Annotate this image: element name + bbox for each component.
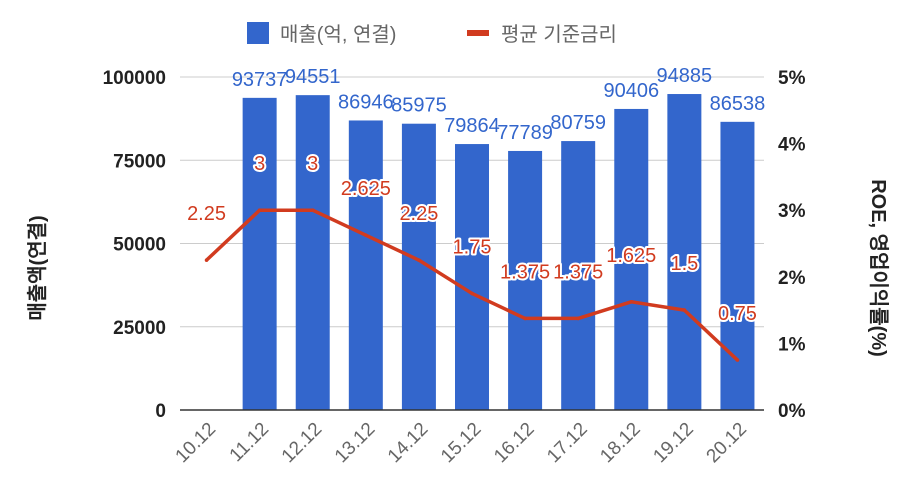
x-tick-label: 20.12 xyxy=(703,419,751,467)
y-right-tick-label: 4% xyxy=(778,135,806,156)
y-right-axis-title: ROE, 영업이익률(%) xyxy=(867,179,890,357)
line-point xyxy=(682,308,687,312)
legend-bar-swatch xyxy=(247,22,269,44)
bar-data-label: 94551 xyxy=(285,66,341,88)
line-point xyxy=(523,316,527,321)
line-data-label: 0.75 xyxy=(718,303,757,325)
bar xyxy=(667,94,702,410)
y-right-tick-label: 2% xyxy=(778,268,806,289)
bar-data-label: 79864 xyxy=(444,115,500,137)
line-point xyxy=(257,208,262,212)
bar xyxy=(348,120,383,410)
legend: 매출(억, 연결) 평균 기준금리 xyxy=(247,22,617,46)
x-tick-label: 17.12 xyxy=(543,419,591,467)
y-right-tick-label: 1% xyxy=(778,334,806,355)
x-tick-label: 15.12 xyxy=(437,419,485,467)
x-tick-label: 12.12 xyxy=(278,419,326,467)
y-right-tick-label: 3% xyxy=(778,201,806,222)
line-series xyxy=(204,208,740,362)
line-data-label: 1.5 xyxy=(670,253,698,275)
bar-data-label: 94885 xyxy=(657,65,713,87)
bar xyxy=(614,108,649,410)
bar xyxy=(561,141,596,411)
y-left-tick-label: 50000 xyxy=(113,235,166,256)
x-tick-label: 13.12 xyxy=(331,419,379,467)
line-data-label: 1.625 xyxy=(606,245,656,267)
bar xyxy=(455,144,489,410)
x-tick-label: 11.12 xyxy=(226,419,273,466)
line-point xyxy=(470,291,474,296)
x-tick-label: 14.12 xyxy=(384,419,432,467)
line-data-label: 2.625 xyxy=(341,178,391,200)
line-point xyxy=(204,258,209,262)
y-left-tick-label: 25000 xyxy=(113,318,166,339)
bar-data-label: 90406 xyxy=(603,80,659,102)
bar-data-label: 80759 xyxy=(550,112,606,134)
legend-line-label: 평균 기준금리 xyxy=(501,23,617,46)
y-right-tick-label: 0% xyxy=(778,401,806,422)
line-data-label: 3 xyxy=(307,153,318,175)
y-left-tick-label: 75000 xyxy=(113,151,166,172)
bar xyxy=(242,97,277,411)
x-tick-label: 19.12 xyxy=(649,419,697,467)
line-data-label: 1.375 xyxy=(500,261,550,283)
x-tick-label: 10.12 xyxy=(172,419,220,467)
x-tick-label: 18.12 xyxy=(596,419,644,467)
bar xyxy=(720,121,755,410)
line-data-label: 1.375 xyxy=(553,261,603,283)
bar-data-label: 93737 xyxy=(232,69,288,91)
bar-data-label: 86946 xyxy=(338,91,394,113)
bar-data-label: 86538 xyxy=(710,93,766,115)
bar-data-label: 85975 xyxy=(391,95,447,117)
line-point xyxy=(629,299,634,304)
x-tick-label: 16.12 xyxy=(490,419,538,467)
line-data-label: 2.25 xyxy=(399,203,438,225)
bar-data-label: 77789 xyxy=(497,122,553,144)
line-data-label: 3 xyxy=(254,153,265,175)
line-data-label: 2.25 xyxy=(187,203,226,225)
line-point xyxy=(364,233,368,237)
bar-series xyxy=(242,94,755,411)
line-point xyxy=(576,316,580,321)
line-point xyxy=(735,358,740,362)
legend-line-swatch xyxy=(467,30,489,36)
legend-bar-label: 매출(억, 연결) xyxy=(280,23,396,46)
line-point xyxy=(310,208,315,212)
line-point xyxy=(417,258,421,262)
bar xyxy=(295,95,330,410)
y-left-axis-title: 매출액(연결) xyxy=(26,215,49,320)
bar xyxy=(508,150,543,410)
y-right-tick-label: 5% xyxy=(778,68,806,89)
y-left-tick-label: 100000 xyxy=(103,68,166,89)
y-left-tick-label: 0 xyxy=(155,401,166,422)
line-data-label: 1.75 xyxy=(453,236,492,258)
